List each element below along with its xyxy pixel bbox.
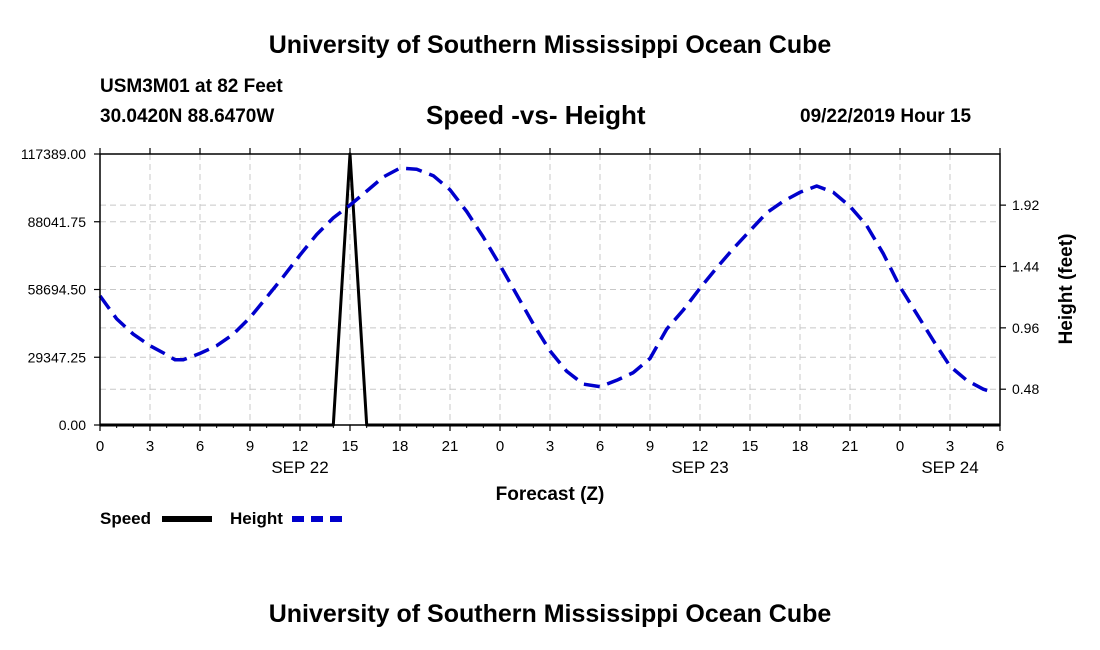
x-date-label: SEP 24 xyxy=(921,458,978,477)
x-tick-label: 6 xyxy=(196,438,204,455)
left-y-tick-label: 117389.00 xyxy=(21,146,86,162)
x-tick-label: 15 xyxy=(342,438,359,455)
x-tick-label: 9 xyxy=(646,438,654,455)
axes: 0 3 6 9 12 15 18 21 0 3 6 9 12 15 18 21 0 3 6 SEP 22 SEP 23 S… xyxy=(21,146,1040,477)
legend-speed-label: Speed xyxy=(100,509,152,528)
top-title: University of Southern Mississippi Ocean… xyxy=(268,31,832,59)
x-axis-title: Forecast (Z) xyxy=(496,484,605,505)
x-tick-label: 12 xyxy=(292,438,309,455)
x-tick-label: 9 xyxy=(246,438,254,455)
coordinates-label: 30.0420N 88.6470W xyxy=(100,106,275,127)
x-tick-label: 0 xyxy=(896,438,904,455)
station-label: USM3M01 at 82 Feet xyxy=(100,76,283,97)
x-tick-label: 3 xyxy=(146,438,154,455)
x-date-label: SEP 23 xyxy=(671,458,728,477)
x-tick-label: 0 xyxy=(96,438,104,455)
chart-title: Speed -vs- Height xyxy=(426,100,646,130)
grid xyxy=(100,154,1000,425)
right-y-tick-label: 0.96 xyxy=(1012,320,1039,336)
left-y-tick-label: 88041.75 xyxy=(28,214,87,230)
x-tick-label: 12 xyxy=(692,438,709,455)
height-series-line xyxy=(98,166,993,394)
right-y-tick-label: 1.44 xyxy=(1012,258,1039,274)
legend-speed-swatch xyxy=(162,516,212,522)
legend-height-label: Height xyxy=(230,509,283,528)
x-tick-label: 21 xyxy=(442,438,459,455)
right-axis-title: Height (feet) xyxy=(1056,234,1077,345)
x-tick-label: 21 xyxy=(842,438,859,455)
x-tick-label: 15 xyxy=(742,438,759,455)
x-tick-label: 6 xyxy=(596,438,604,455)
x-tick-label: 3 xyxy=(946,438,954,455)
x-tick-label: 18 xyxy=(392,438,409,455)
legend-height-swatch xyxy=(292,516,342,522)
left-y-tick-label: 0.00 xyxy=(59,417,86,433)
left-y-tick-label: 58694.50 xyxy=(28,282,87,298)
right-y-tick-label: 1.92 xyxy=(1012,197,1039,213)
x-tick-label: 3 xyxy=(546,438,554,455)
x-date-label: SEP 22 xyxy=(271,458,328,477)
plot-frame xyxy=(99,153,1001,426)
date-hour-label: 09/22/2019 Hour 15 xyxy=(800,106,972,127)
x-tick-label: 0 xyxy=(496,438,504,455)
x-tick-label: 6 xyxy=(996,438,1004,455)
x-tick-label: 18 xyxy=(792,438,809,455)
left-y-tick-label: 29347.25 xyxy=(28,349,87,365)
right-y-tick-label: 0.48 xyxy=(1012,381,1039,397)
bottom-title: University of Southern Mississippi Ocean… xyxy=(268,600,832,628)
